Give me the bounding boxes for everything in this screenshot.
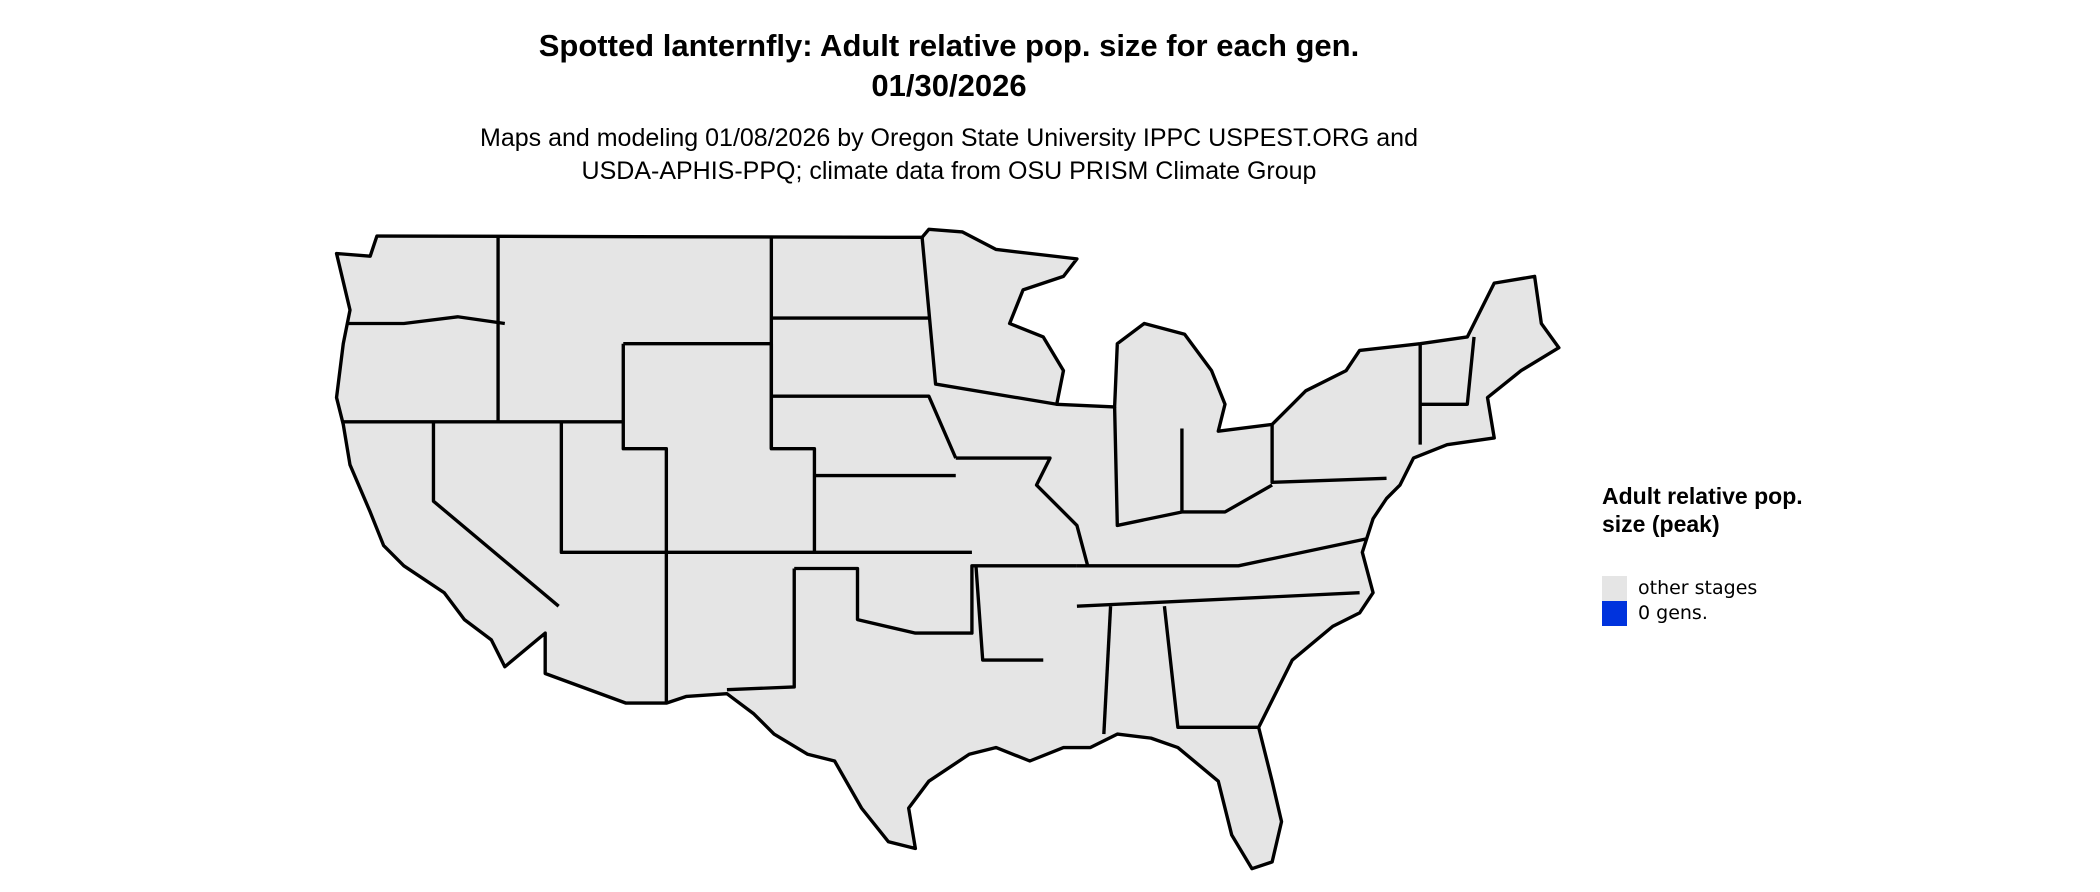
legend-label-0-gens: 0 gens. — [1638, 602, 1708, 624]
us-outline — [334, 227, 1561, 871]
state-borders — [343, 237, 1476, 735]
legend-swatch-0-gens — [1602, 601, 1627, 626]
map-title: Spotted lanternfly: Adult relative pop. … — [538, 28, 1360, 63]
legend-swatch-other-stages — [1602, 576, 1627, 601]
map-date: 01/30/2026 — [871, 68, 1027, 103]
subtitle-line-2: USDA-APHIS-PPQ; climate data from OSU PR… — [581, 157, 1317, 185]
subtitle-line-1: Maps and modeling 01/08/2026 by Oregon S… — [480, 124, 1418, 152]
legend-title: Adult relative pop. size (peak) — [1602, 483, 1803, 537]
legend-label-other-stages: other stages — [1638, 577, 1758, 599]
